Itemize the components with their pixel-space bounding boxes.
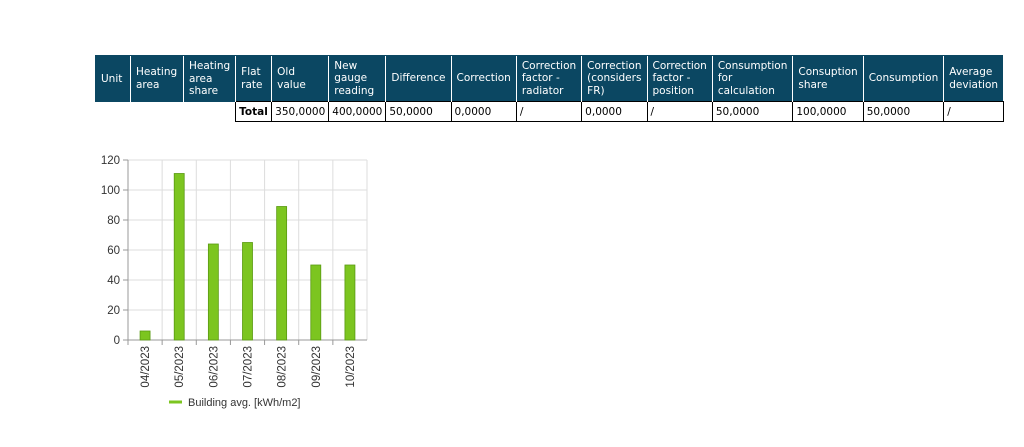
column-header: Difference bbox=[385, 55, 452, 102]
bar-05-2023 bbox=[173, 173, 185, 341]
correction-considers-fr-cell: 0,0000 bbox=[581, 101, 648, 122]
column-header-line: Unit bbox=[101, 72, 123, 85]
consumption-cell: 50,0000 bbox=[862, 101, 945, 122]
y-tick-label: 100 bbox=[101, 185, 120, 197]
column-header-line: Correction bbox=[587, 59, 642, 72]
column-header-line: Difference bbox=[391, 72, 446, 85]
x-tick-label: 06/2023 bbox=[208, 346, 220, 388]
column-header-line: New bbox=[334, 59, 358, 72]
column-header-line: area bbox=[136, 78, 160, 91]
bar-04-2023 bbox=[139, 330, 151, 341]
x-tick-label: 07/2023 bbox=[243, 346, 255, 388]
column-header-line: deviation bbox=[949, 78, 999, 91]
column-header-line: Correction bbox=[652, 59, 707, 72]
column-header-line: share bbox=[189, 85, 219, 97]
consumption-bar-chart: 0 20 40 60 80 100 120 04/2023 05/2023 06/2023 07/2… bbox=[101, 155, 368, 409]
column-header-line: Correction bbox=[456, 72, 511, 85]
x-tick-label: 04/2023 bbox=[140, 346, 152, 388]
column-header-line: area bbox=[189, 72, 213, 85]
column-header-line: factor - bbox=[521, 72, 560, 85]
column-header-line: Old bbox=[277, 66, 296, 78]
column-header: New gauge reading bbox=[328, 55, 386, 102]
column-header-line: gauge bbox=[334, 72, 368, 85]
y-tick-label: 20 bbox=[107, 305, 120, 317]
column-header: Old value bbox=[271, 55, 329, 102]
column-header-line: Correction bbox=[521, 59, 577, 72]
consumption-for-calculation-cell: 50,0000 bbox=[711, 101, 794, 122]
column-header-line: factor - bbox=[652, 72, 691, 85]
legend-label: Building avg. [kWh/m2] bbox=[188, 397, 301, 409]
column-header-line: calculation bbox=[717, 84, 775, 97]
column-header-line: Consuption bbox=[798, 66, 858, 78]
consumption-share-cell: 100,0000 bbox=[792, 101, 864, 122]
column-header-line: rate bbox=[241, 78, 263, 91]
correction-cell: 0,0000 bbox=[450, 101, 517, 122]
bar-10-2023 bbox=[344, 264, 356, 341]
column-header-line: Flat bbox=[241, 66, 261, 78]
x-tick-label: 08/2023 bbox=[277, 346, 289, 388]
bar-06-2023 bbox=[207, 243, 219, 341]
column-header-line: share bbox=[798, 78, 828, 91]
column-header-line: Heating bbox=[189, 60, 231, 72]
column-header: Correction factor - position bbox=[646, 55, 713, 102]
column-header: Correction bbox=[450, 55, 517, 102]
average-deviation-cell: / bbox=[943, 101, 1004, 122]
column-header-line: reading bbox=[334, 84, 375, 97]
column-header-line: Consumption bbox=[717, 59, 788, 72]
y-tick-label: 60 bbox=[107, 245, 120, 257]
column-header: Consumption bbox=[862, 55, 944, 102]
old-value-cell: 350,0000 bbox=[271, 101, 330, 122]
difference-cell: 50,0000 bbox=[385, 101, 452, 122]
x-tick-label: 09/2023 bbox=[311, 346, 323, 388]
column-header: Unit bbox=[95, 55, 131, 102]
table-header-row: Unit Heating area Heating area share Flat rate O… bbox=[95, 55, 1004, 102]
column-header: Consumption for calculation bbox=[711, 55, 793, 102]
column-header: Correction factor - radiator bbox=[515, 55, 582, 102]
column-header-line: FR) bbox=[587, 84, 605, 97]
correction-factor-position-cell: / bbox=[646, 101, 713, 122]
column-header: Flat rate bbox=[235, 55, 272, 102]
column-header-line: (considers bbox=[587, 72, 642, 85]
bar-08-2023 bbox=[276, 206, 288, 341]
consumption-table: Unit Heating area Heating area share Flat rate O… bbox=[95, 55, 1004, 122]
column-header: Heating area share bbox=[182, 55, 236, 102]
column-header: Correction (considers FR) bbox=[581, 55, 647, 102]
x-tick-label: 05/2023 bbox=[174, 346, 186, 388]
y-tick-label: 120 bbox=[101, 155, 120, 167]
column-header-line: value bbox=[277, 78, 306, 91]
column-header-line: radiator bbox=[521, 84, 564, 97]
column-header: Average deviation bbox=[943, 55, 1004, 102]
column-header: Heating area bbox=[130, 55, 184, 102]
column-header-line: Average bbox=[949, 66, 993, 78]
table-row-total: Total 350,0000 400,0000 50,0000 0,0000 /… bbox=[96, 101, 1004, 122]
x-tick-label: 10/2023 bbox=[345, 346, 357, 388]
y-tick-label: 80 bbox=[107, 215, 120, 227]
bar-07-2023 bbox=[242, 242, 253, 341]
column-header-line: Heating bbox=[136, 66, 178, 79]
y-tick-label: 0 bbox=[114, 335, 120, 347]
column-header-line: Consumption bbox=[868, 72, 939, 85]
column-header-line: position bbox=[652, 84, 695, 97]
bar-09-2023 bbox=[310, 264, 322, 341]
column-header-line: for bbox=[717, 72, 733, 85]
correction-factor-radiator-cell: / bbox=[515, 101, 583, 122]
column-header: Consuption share bbox=[792, 55, 864, 102]
y-tick-label: 40 bbox=[107, 275, 120, 287]
